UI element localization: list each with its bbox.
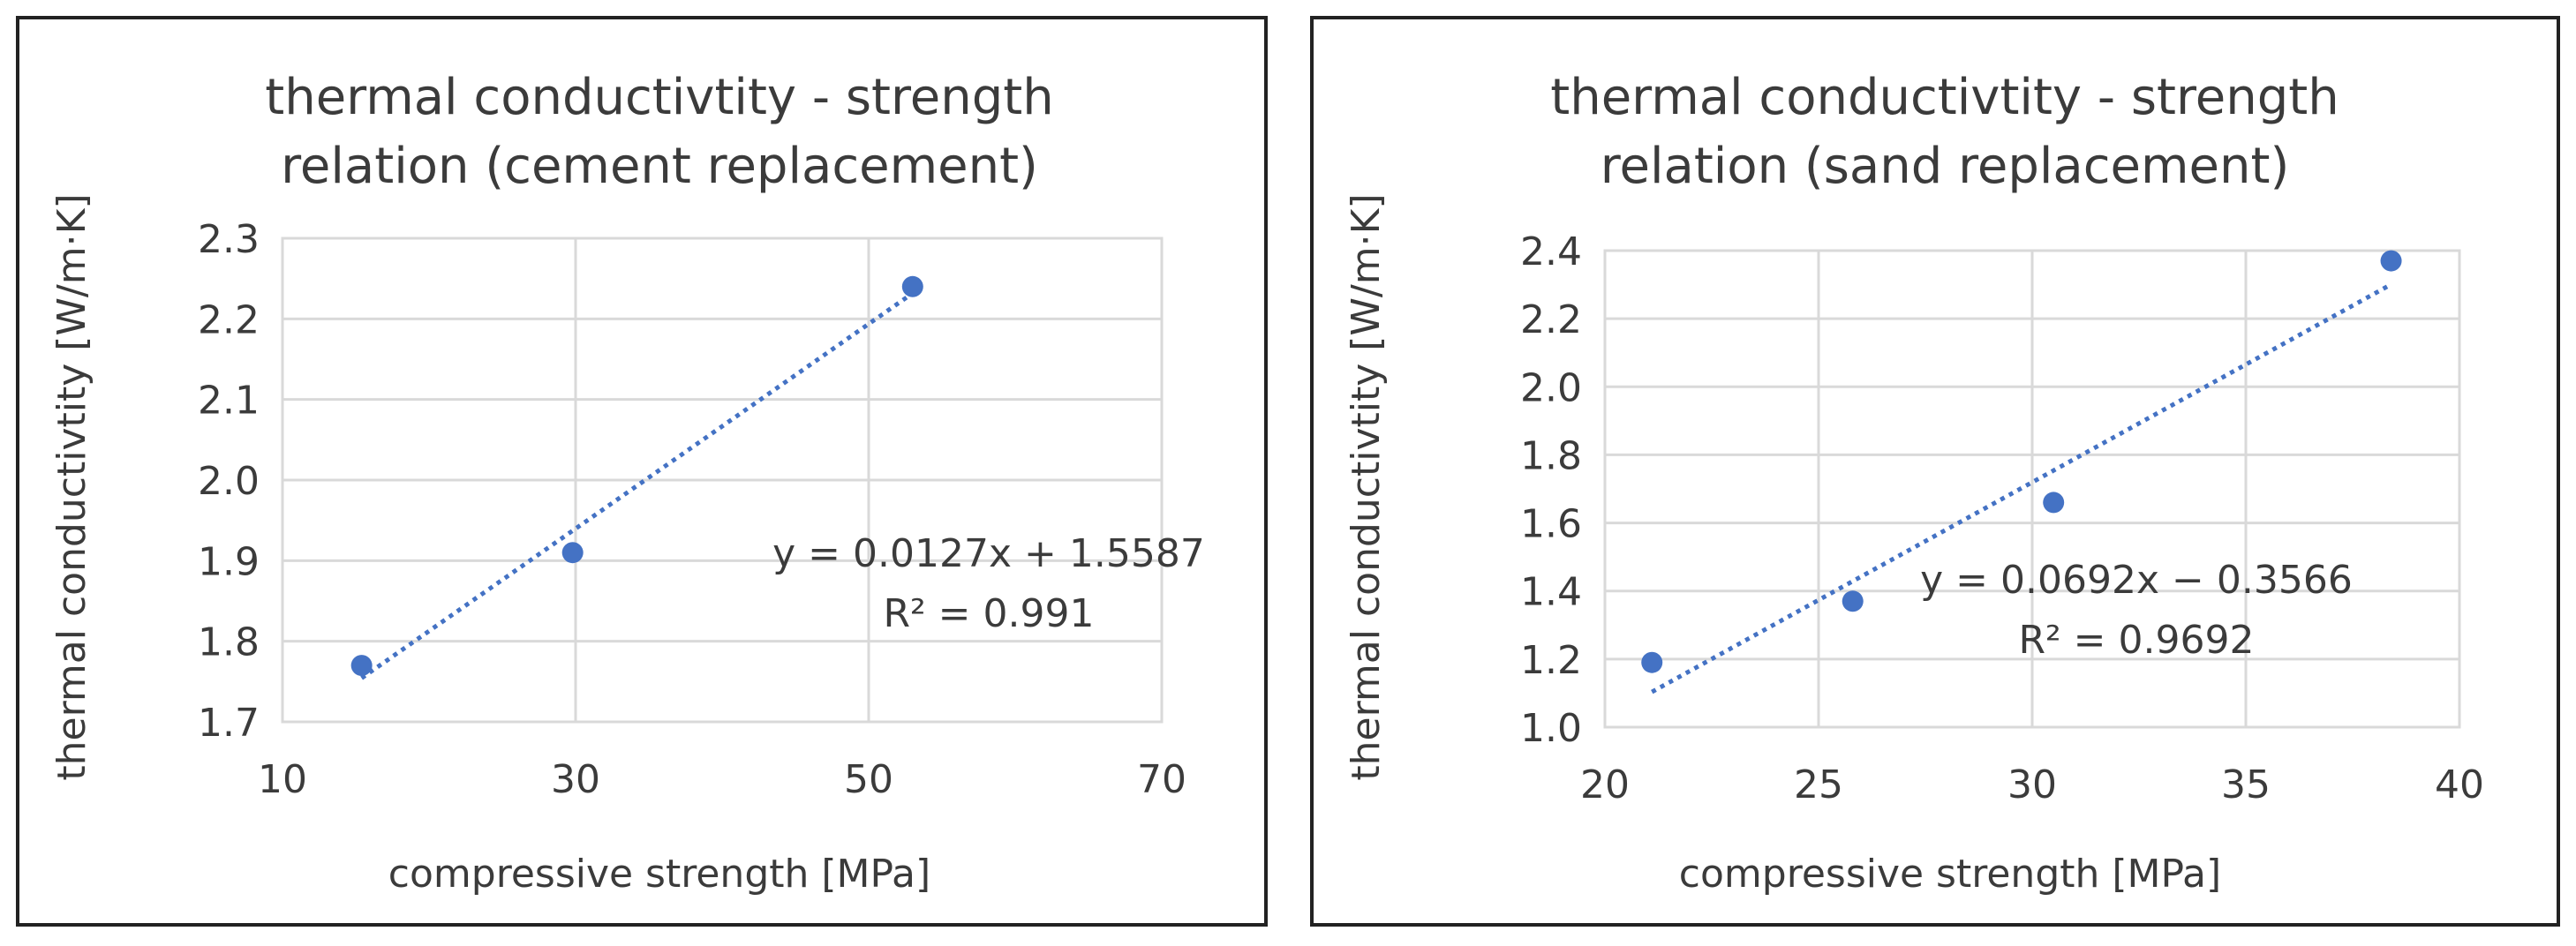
chart-title-line-2: relation (sand replacement) [1601, 138, 2290, 195]
chart-title-line-2: relation (cement replacement) [281, 138, 1038, 195]
y-tick-label: 2.2 [198, 297, 260, 342]
chart-title-line-1: thermal conductivtity - strength [265, 69, 1053, 126]
data-point [901, 275, 923, 297]
y-tick-label: 2.0 [198, 459, 260, 504]
y-tick-label: 2.1 [198, 379, 260, 424]
y-tick-label: 2.3 [198, 217, 260, 262]
y-tick-label: 1.2 [1520, 638, 1582, 683]
trendline [360, 291, 915, 680]
x-tick-label: 50 [844, 757, 893, 802]
trendline-r-squared: R² = 0.9692 [2018, 618, 2254, 663]
y-tick-label: 2.0 [1520, 365, 1582, 410]
trendline [1651, 282, 2392, 694]
x-tick-label: 30 [551, 757, 600, 802]
trendline-equation: y = 0.0127x + 1.5587 [772, 531, 1205, 576]
data-point [350, 655, 373, 677]
plot-area: 1.0 1.2 1.4 1.6 1.8 2.0 2.2 2.4 20 25 30 35 40 [1520, 229, 2484, 807]
y-axis-label: thermal conductivtity [W/m·K] [49, 193, 94, 780]
chart-title-line-1: thermal conductivtity - strength [1550, 69, 2339, 126]
y-tick-label: 1.9 [198, 539, 260, 584]
x-axis-label: compressive strength [MPa] [1679, 852, 2221, 897]
y-tick-label: 1.4 [1520, 570, 1582, 615]
chart-sand: 1.0 1.2 1.4 1.6 1.8 2.0 2.2 2.4 20 25 30 35 40 therm… [1344, 69, 2484, 897]
chart-cement: 1.7 1.8 1.9 2.0 2.1 2.2 2.3 10 30 50 70 thermal co… [49, 69, 1205, 897]
y-tick-label: 2.2 [1520, 297, 1582, 342]
chart-panel-sand: 1.0 1.2 1.4 1.6 1.8 2.0 2.2 2.4 20 25 30 35 40 therm… [1310, 16, 2560, 927]
x-tick-label: 25 [1794, 762, 1843, 807]
plot-frame [1603, 249, 2461, 729]
data-point [561, 542, 584, 564]
x-tick-label: 35 [2221, 762, 2271, 807]
trendline-r-squared: R² = 0.991 [883, 591, 1094, 636]
x-tick-label: 70 [1137, 757, 1186, 802]
y-tick-label: 1.0 [1520, 706, 1582, 751]
x-tick-label: 30 [2007, 762, 2057, 807]
data-point [1842, 590, 1864, 612]
y-axis-label: thermal conductivtity [W/m·K] [1344, 193, 1389, 780]
x-axis-label: compressive strength [MPa] [388, 852, 930, 897]
plot-area: 1.7 1.8 1.9 2.0 2.1 2.2 2.3 10 30 50 70 [198, 217, 1186, 802]
data-point [2043, 492, 2065, 514]
chart-panel-cement: 1.7 1.8 1.9 2.0 2.1 2.2 2.3 10 30 50 70 thermal co… [16, 16, 1268, 927]
y-tick-label: 1.7 [198, 701, 260, 746]
data-point [1641, 651, 1663, 673]
y-tick-label: 1.8 [1520, 433, 1582, 478]
x-tick-label: 20 [1580, 762, 1630, 807]
y-tick-label: 2.4 [1520, 229, 1582, 274]
plot-frame [281, 236, 1164, 724]
trendline-equation: y = 0.0692x − 0.3566 [1920, 558, 2353, 603]
y-tick-label: 1.8 [198, 620, 260, 665]
data-point [2380, 250, 2402, 272]
x-tick-label: 10 [258, 757, 307, 802]
y-tick-label: 1.6 [1520, 502, 1582, 547]
x-tick-label: 40 [2435, 762, 2484, 807]
